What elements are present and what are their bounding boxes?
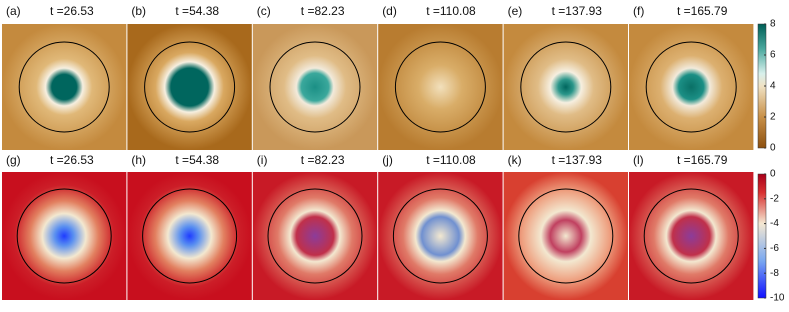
boundary-circle — [643, 188, 739, 284]
field-image — [2, 24, 127, 150]
boundary-circle — [392, 188, 488, 284]
panel-time: t =137.93 — [552, 4, 603, 18]
colorbar-tick-label: -8 — [770, 268, 779, 279]
panel-time: t =82.23 — [301, 153, 345, 167]
panel-label: (f) — [633, 4, 644, 18]
field-image — [503, 172, 628, 300]
panel-label: (l) — [633, 153, 644, 167]
boundary-circle — [267, 188, 363, 284]
field-image — [629, 172, 754, 300]
panel-label: (a) — [6, 4, 21, 18]
panel-time: t =82.23 — [301, 4, 345, 18]
panel-time: t =165.79 — [677, 4, 728, 18]
panel-label: (k) — [508, 153, 522, 167]
field-image — [378, 172, 503, 300]
panel-time: t =137.93 — [552, 153, 603, 167]
panel-time: t =110.08 — [426, 4, 476, 18]
panel-time: t =26.53 — [50, 4, 94, 18]
field-image — [252, 172, 378, 300]
panel-label: (c) — [257, 4, 271, 18]
field-image — [127, 24, 252, 150]
colorbar — [757, 173, 767, 299]
panel-label: (i) — [257, 153, 268, 167]
boundary-circle — [520, 41, 612, 133]
boundary-circle — [645, 41, 737, 133]
panel-time: t =110.08 — [426, 153, 476, 167]
panel-label: (j) — [382, 153, 393, 167]
colorbar-tick-label: 2 — [770, 112, 776, 123]
panel-time: t =54.38 — [175, 153, 219, 167]
colorbar-tick-label: 6 — [770, 50, 776, 61]
field-image — [2, 172, 127, 300]
colorbar-tick-label: -6 — [770, 243, 779, 254]
panel-label: (b) — [131, 4, 146, 18]
boundary-circle — [394, 41, 486, 133]
panel-time: t =165.79 — [677, 153, 728, 167]
panel-label: (d) — [382, 4, 397, 18]
boundary-circle — [269, 41, 361, 133]
panel-time: t =54.38 — [175, 4, 219, 18]
colorbar-tick-label: 0 — [770, 143, 776, 154]
field-image — [503, 24, 628, 150]
panel-label: (h) — [131, 153, 146, 167]
boundary-circle — [518, 188, 614, 284]
colorbar-tick-label: -2 — [770, 193, 779, 204]
panel-label: (g) — [6, 153, 21, 167]
boundary-circle — [142, 188, 238, 284]
boundary-circle — [16, 188, 112, 284]
field-image — [127, 172, 252, 300]
colorbar-tick-label: -4 — [770, 218, 779, 229]
colorbar-tick-label: 0 — [770, 169, 776, 180]
boundary-circle — [18, 41, 110, 133]
field-image — [252, 24, 378, 150]
field-image — [629, 24, 754, 150]
colorbar-tick-label: 4 — [770, 81, 776, 92]
field-image — [378, 24, 503, 150]
panel-label: (e) — [508, 4, 523, 18]
boundary-circle — [144, 41, 236, 133]
panel-time: t =26.53 — [50, 153, 94, 167]
colorbar-tick-label: -10 — [770, 293, 785, 304]
colorbar-tick-label: 8 — [770, 19, 776, 30]
